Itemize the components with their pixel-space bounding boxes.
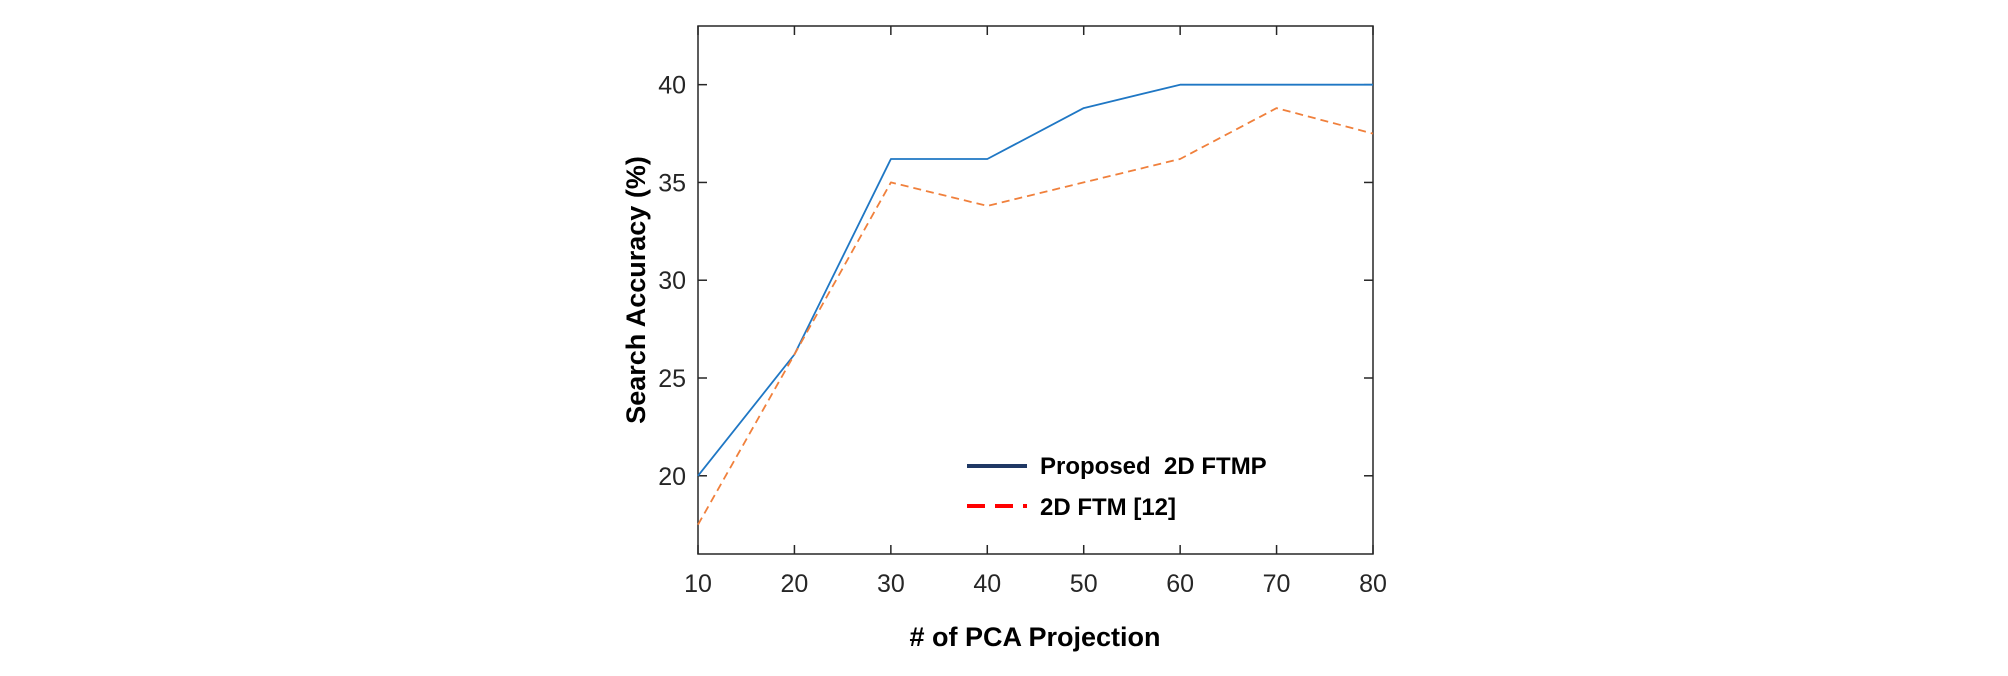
y-tick-label-35: 35: [658, 169, 686, 197]
series-line-0: [697, 83, 1373, 477]
y-axis-title: Search Accuracy (%): [621, 156, 651, 424]
x-tick-label-30: 30: [877, 570, 905, 598]
plot-area: [697, 25, 1374, 555]
x-tick-label-70: 70: [1263, 570, 1291, 598]
series-layer: [697, 83, 1374, 526]
legend-label-2d-ftm: 2D FTM [12]: [1040, 494, 1176, 521]
y-tick-label-40: 40: [658, 72, 686, 100]
y-tick-label-20: 20: [658, 463, 686, 491]
x-axis: 10 20 30 40 50 60 70 80: [684, 26, 1387, 598]
x-tick-label-80: 80: [1359, 570, 1387, 598]
y-tick-label-30: 30: [658, 267, 686, 295]
x-tick-label-40: 40: [973, 570, 1001, 598]
legend: Proposed 2D FTMP 2D FTM [12]: [967, 453, 1267, 521]
x-tick-label-60: 60: [1166, 570, 1194, 598]
x-tick-label-50: 50: [1070, 570, 1098, 598]
y-tick-label-25: 25: [658, 365, 686, 393]
legend-label-proposed-2d-ftmp: Proposed 2D FTMP: [1040, 453, 1267, 480]
x-tick-label-10: 10: [684, 570, 712, 598]
x-axis-title: # of PCA Projection: [909, 622, 1160, 652]
series-line-1: [697, 107, 1374, 526]
x-tick-label-20: 20: [781, 570, 809, 598]
y-axis: 20 25 30 35 40: [658, 72, 1373, 491]
